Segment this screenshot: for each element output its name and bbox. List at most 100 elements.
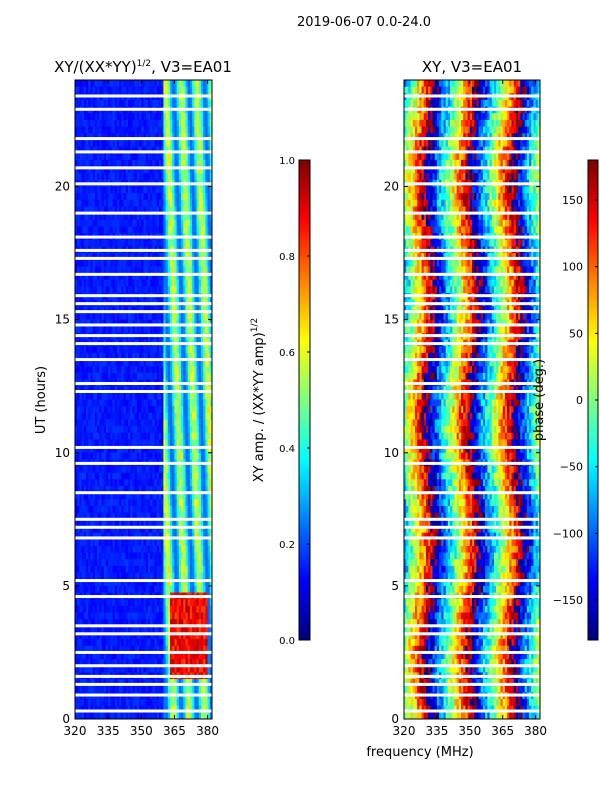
- heatmap-cell: [134, 186, 138, 194]
- heatmap-cell: [143, 532, 147, 540]
- heatmap-cell: [101, 479, 105, 487]
- heatmap-cell: [152, 366, 155, 374]
- heatmap-cell: [128, 352, 131, 360]
- heatmap-cell: [163, 80, 166, 88]
- heatmap-cell: [110, 219, 113, 227]
- heatmap-cell: [130, 139, 133, 147]
- heatmap-cell: [183, 286, 186, 294]
- heatmap-cell: [101, 386, 105, 394]
- heatmap-cell: [181, 126, 184, 134]
- heatmap-cell: [165, 266, 169, 274]
- heatmap-cell: [103, 213, 107, 221]
- heatmap-cell: [134, 426, 138, 434]
- heatmap-cell: [103, 113, 107, 121]
- heatmap-cell: [181, 213, 184, 221]
- heatmap-cell: [205, 119, 208, 127]
- heatmap-cell: [125, 426, 129, 434]
- heatmap-cell: [139, 539, 142, 547]
- heatmap-cell: [112, 372, 116, 380]
- heatmap-cell: [119, 239, 122, 247]
- heatmap-cell: [185, 486, 189, 494]
- heatmap-cell: [103, 219, 107, 227]
- heatmap-cell: [147, 466, 151, 474]
- heatmap-cell: [116, 359, 120, 367]
- heatmap-cell: [165, 146, 169, 154]
- heatmap-cell: [156, 506, 160, 514]
- heatmap-cell: [192, 119, 195, 127]
- heatmap-cell: [196, 519, 200, 527]
- heatmap-cell: [86, 492, 89, 500]
- heatmap-cell: [139, 346, 142, 354]
- heatmap-cell: [189, 206, 193, 214]
- heatmap-cell: [119, 446, 122, 454]
- heatmap-cell: [192, 153, 195, 161]
- heatmap-cell: [185, 259, 189, 267]
- heatmap-cell: [189, 326, 193, 334]
- heatmap-cell: [156, 565, 160, 573]
- heatmap-cell: [83, 219, 87, 227]
- heatmap-cell: [167, 206, 171, 214]
- heatmap-cell: [198, 565, 202, 573]
- heatmap-cell: [92, 412, 96, 420]
- heatmap-cell: [183, 273, 186, 281]
- heatmap-cell: [145, 159, 149, 167]
- heatmap-cell: [145, 346, 149, 354]
- heatmap-cell: [79, 159, 83, 167]
- heatmap-cell: [198, 206, 202, 214]
- heatmap-cell: [79, 306, 83, 314]
- heatmap-cell: [83, 366, 87, 374]
- heatmap-cell: [103, 386, 107, 394]
- heatmap-cell: [116, 572, 120, 580]
- heatmap-cell: [139, 219, 142, 227]
- heatmap-cell: [205, 359, 208, 367]
- heatmap-cell: [150, 532, 153, 540]
- heatmap-cell: [130, 226, 133, 234]
- heatmap-cell: [185, 519, 189, 527]
- heatmap-cell: [172, 159, 175, 167]
- heatmap-cell: [167, 153, 171, 161]
- heatmap-cell: [203, 346, 206, 354]
- heatmap-cell: [165, 239, 169, 247]
- heatmap-cell: [114, 153, 118, 161]
- heatmap-cell: [156, 372, 160, 380]
- heatmap-cell: [203, 372, 206, 380]
- heatmap-cell: [165, 499, 169, 507]
- heatmap-cell: [119, 226, 122, 234]
- heatmap-cell: [77, 512, 80, 520]
- heatmap-cell: [110, 279, 113, 287]
- heatmap-cell: [77, 193, 80, 201]
- heatmap-cell: [205, 512, 208, 520]
- heatmap-cell: [97, 525, 100, 534]
- heatmap-cell: [112, 253, 116, 261]
- heatmap-cell: [119, 326, 122, 334]
- heatmap-cell: [83, 346, 87, 354]
- heatmap-cell: [121, 266, 125, 274]
- heatmap-cell: [101, 279, 105, 287]
- heatmap-cell: [83, 519, 87, 527]
- heatmap-cell: [94, 386, 98, 394]
- heatmap-cell: [200, 426, 204, 434]
- heatmap-cell: [187, 119, 191, 127]
- heatmap-cell: [198, 352, 202, 360]
- heatmap-cell: [196, 492, 200, 500]
- heatmap-cell: [203, 199, 206, 207]
- heatmap-cell: [207, 80, 211, 88]
- heatmap-cell: [183, 412, 186, 420]
- heatmap-cell: [136, 253, 140, 261]
- heatmap-cell: [167, 452, 171, 460]
- heatmap-cell: [108, 366, 111, 374]
- figure-suptitle: 2019-06-07 0.0-24.0: [297, 15, 431, 30]
- heatmap-cell: [123, 219, 127, 227]
- heatmap-cell: [163, 419, 166, 427]
- heatmap-cell: [174, 552, 178, 560]
- heatmap-cell: [132, 159, 136, 167]
- heatmap-cell: [150, 452, 153, 460]
- heatmap-cell: [94, 159, 98, 167]
- heatmap-cell: [110, 153, 113, 161]
- heatmap-cell: [139, 572, 142, 580]
- heatmap-cell: [132, 99, 136, 108]
- heatmap-cell: [130, 419, 133, 427]
- heatmap-cell: [112, 559, 116, 567]
- heatmap-cell: [125, 113, 129, 121]
- heatmap-cell: [77, 499, 80, 507]
